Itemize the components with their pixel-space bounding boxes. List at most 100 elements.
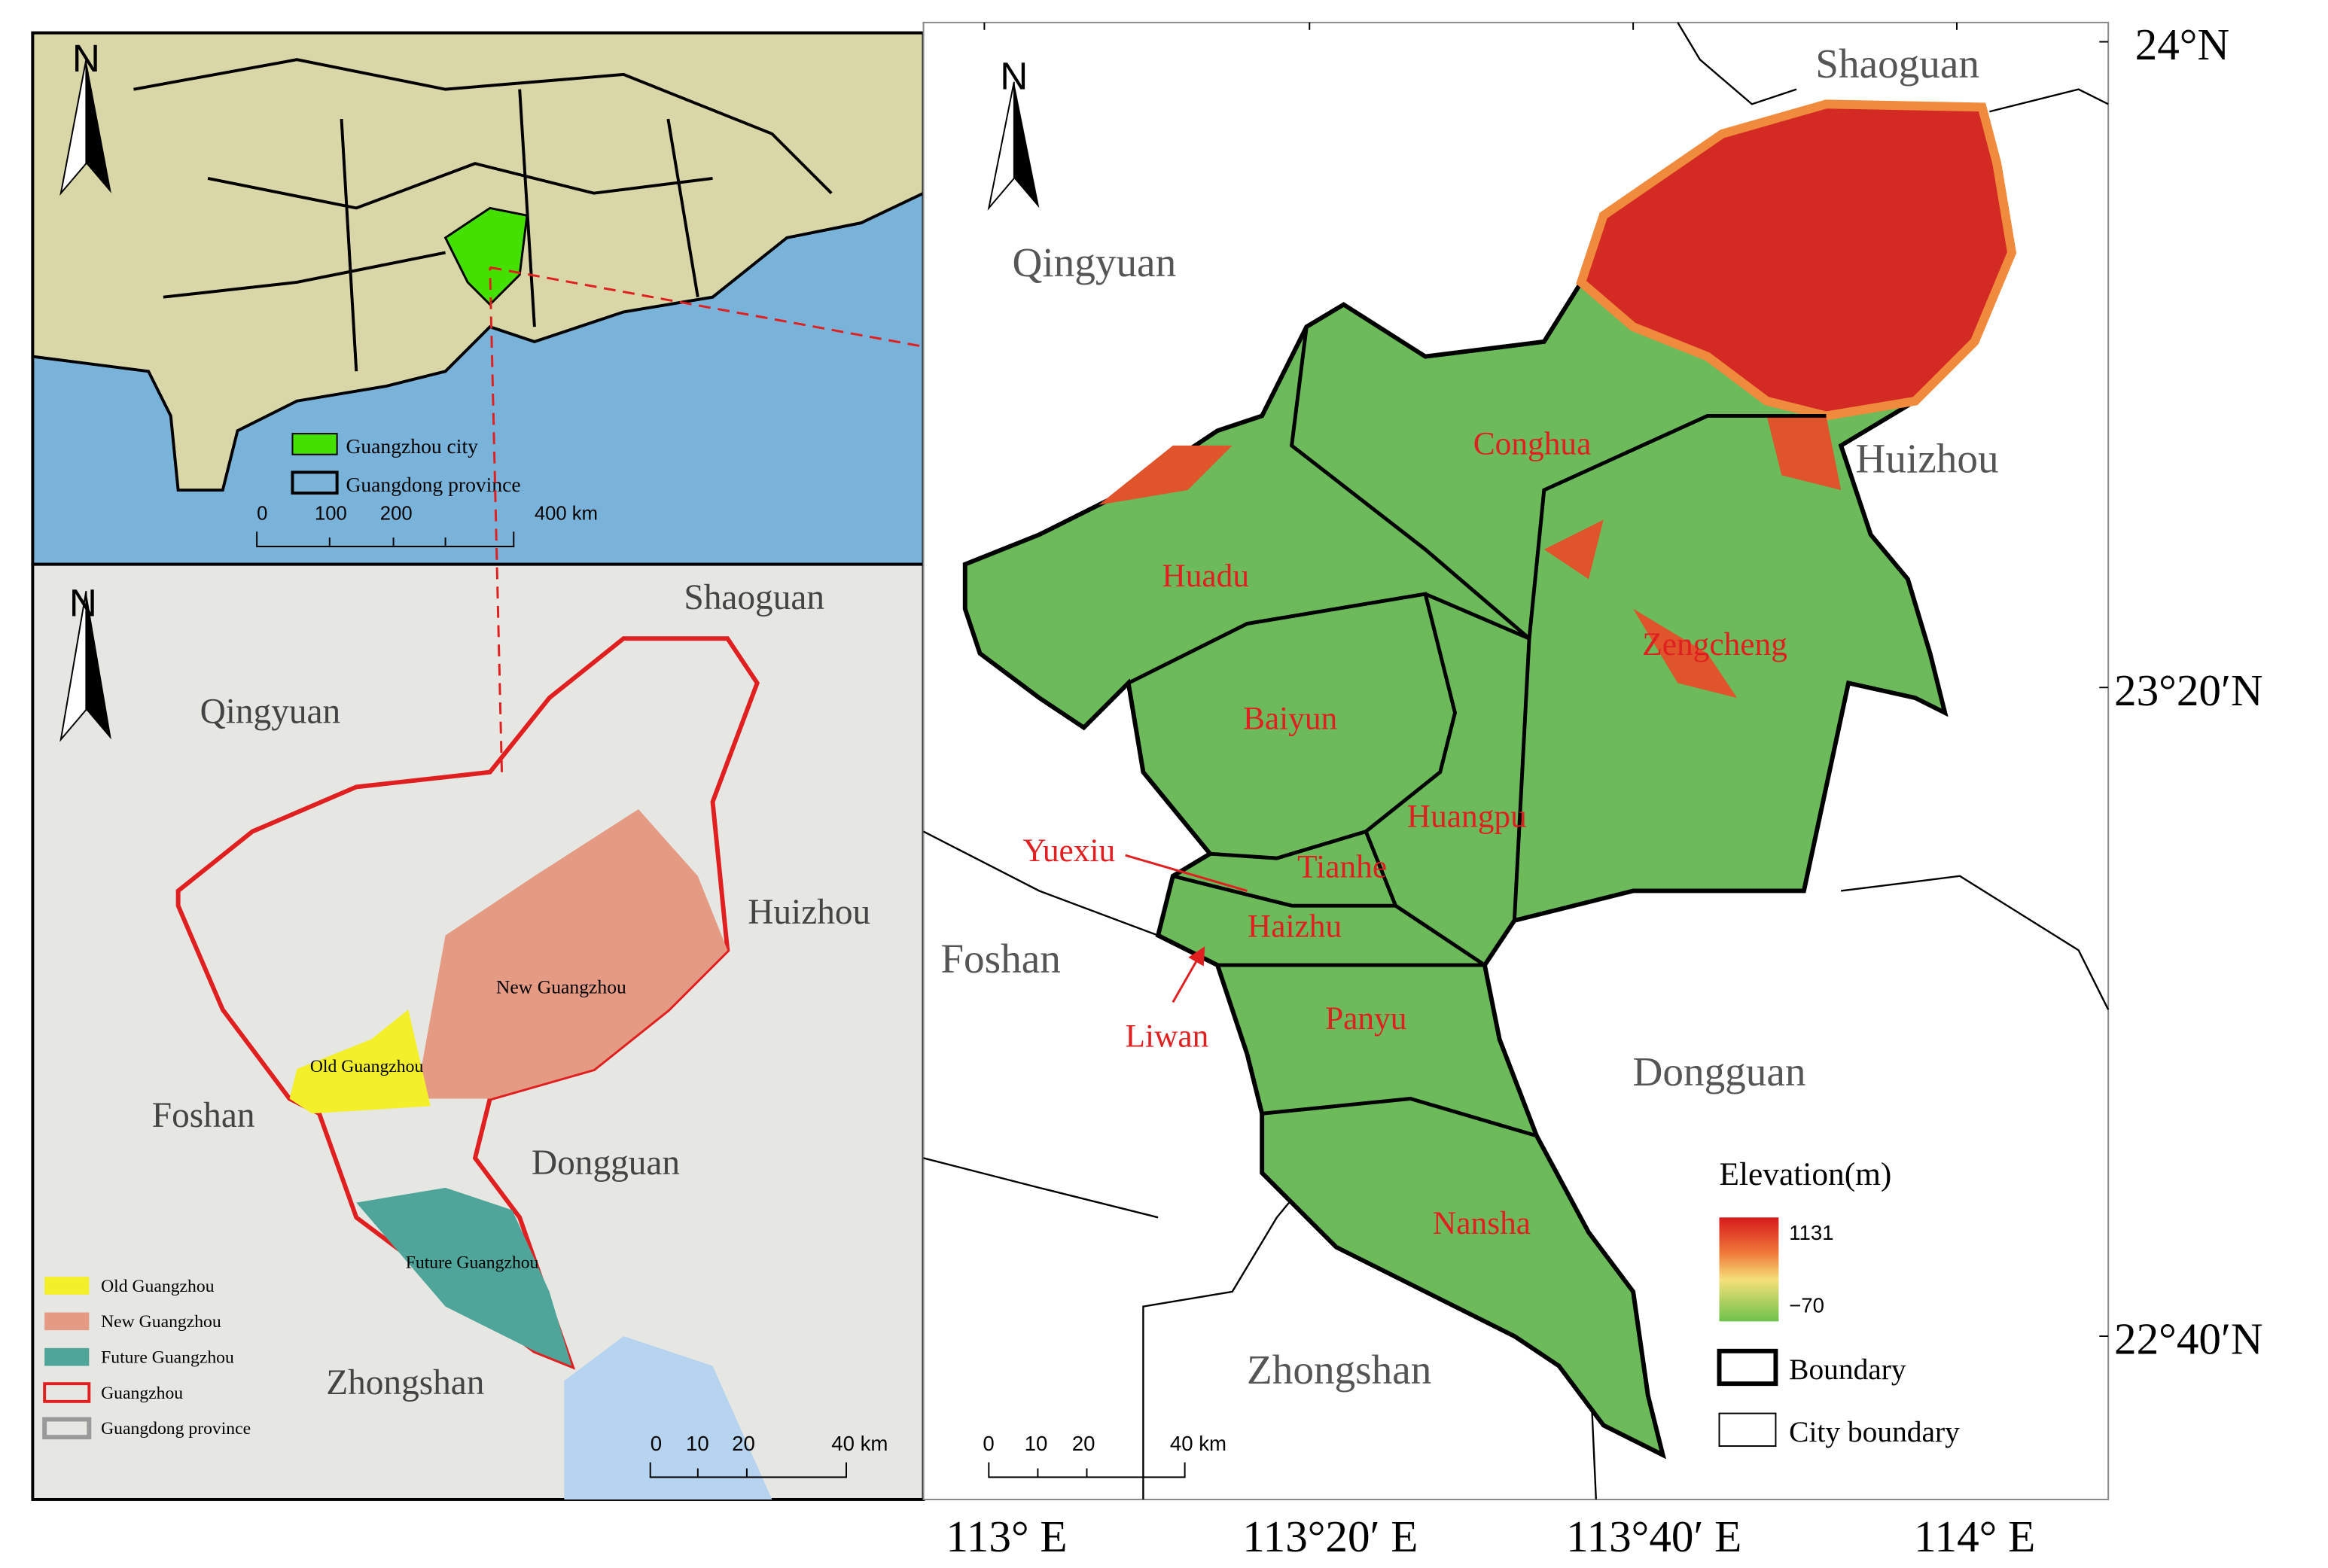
province-inset: N Guangzhou city Guangdong province 0 10…	[31, 31, 925, 566]
lat-labels: 24°N 23°20′N 22°40′N	[2114, 20, 2263, 1364]
district-label: Conghua	[1473, 426, 1592, 462]
legend-label: Boundary	[1789, 1353, 1906, 1386]
district-label: Liwan	[1126, 1018, 1209, 1055]
scale-label: 10	[1025, 1432, 1048, 1455]
legend-label: −70	[1789, 1294, 1824, 1317]
scale-label: 40 km	[831, 1432, 888, 1455]
north-label: N	[1000, 55, 1028, 98]
place-label: Foshan	[152, 1096, 255, 1135]
lon-labels: 113° E 113°20′ E 113°40′ E 114° E	[946, 1512, 2035, 1561]
north-arrow	[59, 590, 87, 742]
pointer-arrow	[1125, 854, 1248, 1003]
scale-label: 400 km	[535, 503, 598, 524]
legend-swatch	[44, 1277, 90, 1295]
lon-label: 113° E	[946, 1512, 1067, 1561]
lat-label: 23°20′N	[2114, 665, 2263, 715]
province-boundaries	[133, 58, 833, 372]
legend-swatch	[43, 1382, 91, 1403]
legend-title: Elevation(m)	[1720, 1156, 1892, 1192]
city-label: Zhongshan	[1247, 1347, 1431, 1393]
new-guangzhou	[416, 809, 728, 1099]
highland	[1576, 99, 2017, 421]
district-label: Tianhe	[1297, 849, 1387, 885]
district-label: Zengcheng	[1642, 626, 1787, 662]
lat-label: 22°40′N	[2114, 1314, 2263, 1364]
legend-swatch	[1718, 1412, 1777, 1447]
scale-label: 100	[315, 503, 347, 524]
city-label: Foshan	[940, 936, 1061, 982]
future-guangzhou	[356, 1187, 572, 1366]
zone-label: Future Guangzhou	[406, 1253, 539, 1272]
north-arrow	[86, 591, 111, 740]
highland	[1098, 416, 1842, 699]
sea	[564, 1336, 772, 1499]
legend-swatch	[42, 1417, 92, 1440]
legend-label: Guangdong province	[346, 473, 520, 496]
scale-label: 20	[1072, 1432, 1095, 1455]
place-label: Shaoguan	[684, 578, 824, 617]
legend-swatch	[1717, 1348, 1778, 1387]
old-guangzhou	[289, 1009, 431, 1114]
scale-label: 20	[732, 1432, 755, 1455]
district-label: Panyu	[1325, 1000, 1406, 1037]
north-arrow	[86, 59, 111, 193]
legend-label: 1131	[1789, 1221, 1833, 1244]
place-label: Qingyuan	[200, 693, 341, 732]
district-label: Nansha	[1433, 1205, 1531, 1241]
scale-label: 0	[651, 1432, 662, 1455]
north-label: N	[72, 37, 100, 80]
main-map: N Shaoguan Qingyuan Huizhou Foshan Dongg…	[922, 20, 2263, 1561]
north-arrow	[987, 81, 1015, 211]
frame-ticks	[983, 22, 2109, 1338]
district-label: Huangpu	[1407, 799, 1527, 835]
zone-label: Old Guangzhou	[310, 1057, 424, 1076]
legend-label: Guangzhou city	[346, 434, 478, 458]
scale-label: 10	[686, 1432, 709, 1455]
legend-swatch	[44, 1312, 90, 1331]
legend-swatch	[44, 1347, 90, 1366]
place-label: Dongguan	[532, 1143, 680, 1183]
guangzhou-dem	[962, 102, 2015, 1460]
city-label: Huizhou	[1856, 435, 1999, 481]
city-labels: Shaoguan Qingyuan Huizhou Foshan Donggua…	[940, 41, 1998, 1393]
lon-label: 113°20′ E	[1242, 1512, 1418, 1561]
north-arrow	[59, 59, 87, 196]
legend-label: Guangzhou	[101, 1384, 183, 1403]
scale-label: 0	[983, 1432, 994, 1455]
north-label: N	[69, 582, 97, 625]
scale-label: 40 km	[1170, 1432, 1226, 1455]
legend-swatch	[291, 433, 338, 455]
city-label: Dongguan	[1633, 1049, 1806, 1095]
city-label: Shaoguan	[1815, 41, 1979, 87]
scale-label: 0	[257, 503, 267, 524]
scale-bar	[649, 1462, 847, 1478]
leader-line	[489, 266, 1263, 772]
elevation-ramp	[1719, 1217, 1779, 1322]
legend-label: Old Guangzhou	[101, 1277, 215, 1296]
scale-bar	[988, 1462, 1186, 1478]
city-label: Qingyuan	[1012, 239, 1176, 285]
legend-label: New Guangzhou	[101, 1312, 221, 1332]
legend-label: Future Guangzhou	[101, 1348, 234, 1368]
scale-bar	[256, 531, 515, 547]
legend-label: City boundary	[1789, 1415, 1960, 1448]
legend-swatch	[291, 470, 339, 495]
district-label: Huadu	[1162, 558, 1249, 594]
north-arrow	[1013, 81, 1040, 209]
zone-label: New Guangzhou	[496, 976, 626, 998]
scale-label: 200	[380, 503, 413, 524]
district-label: Yuexiu	[1022, 833, 1115, 869]
district-label: Baiyun	[1243, 701, 1338, 737]
lon-label: 113°40′ E	[1566, 1512, 1741, 1561]
legend-label: Guangdong province	[101, 1419, 251, 1439]
lon-label: 114° E	[1914, 1512, 2035, 1561]
guangzhou-city	[443, 206, 529, 306]
district-label: Haizhu	[1248, 909, 1342, 945]
guangzhou-inset: N Shaoguan Qingyuan Huizhou Foshan Dongg…	[31, 266, 1263, 1501]
legend: Old Guangzhou New Guangzhou Future Guang…	[42, 1277, 251, 1440]
place-label: Huizhou	[748, 893, 870, 932]
district-boundaries	[1127, 326, 1827, 1138]
city-boundaries	[923, 22, 2110, 1500]
